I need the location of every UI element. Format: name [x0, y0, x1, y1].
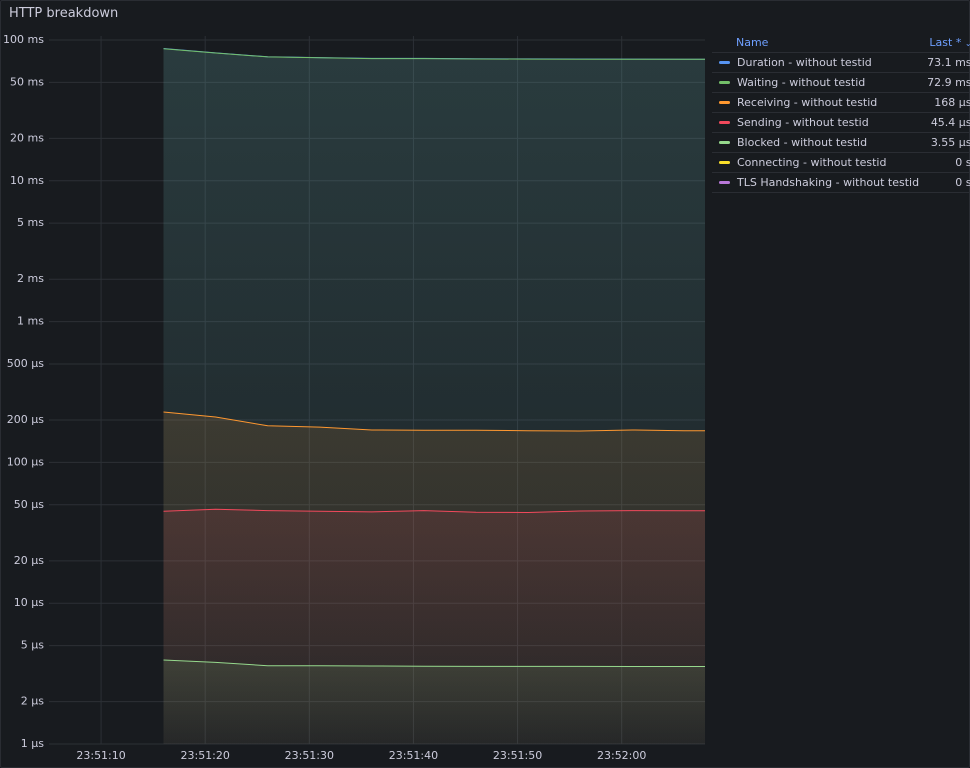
legend-last: 168 µs [923, 92, 970, 113]
y-tick-label: 2 µs [21, 695, 44, 708]
y-tick-label: 100 ms [3, 33, 44, 46]
y-tick-label: 200 µs [7, 413, 44, 426]
legend-swatch [719, 140, 730, 144]
legend-row[interactable]: Connecting - without testid 0 s [712, 152, 970, 173]
legend-swatch [719, 160, 730, 164]
legend-last: 72.9 ms [923, 72, 970, 93]
legend-name-cell: Connecting - without testid [712, 152, 924, 173]
x-tick-label: 23:51:50 [493, 749, 542, 762]
legend-last: 45.4 µs [923, 112, 970, 133]
legend-name[interactable]: TLS Handshaking - without testid [737, 176, 920, 189]
x-tick-label: 23:51:40 [389, 749, 438, 762]
legend-name[interactable]: Connecting - without testid [737, 156, 887, 169]
legend-swatch [719, 100, 730, 104]
legend-name-cell: Blocked - without testid [712, 132, 924, 153]
y-tick-label: 10 µs [14, 596, 44, 609]
legend-name[interactable]: Blocked - without testid [737, 136, 868, 149]
legend-header-last[interactable]: Last * [929, 36, 962, 49]
y-tick-label: 1 ms [17, 315, 44, 328]
legend-header-name[interactable]: Name [736, 36, 769, 49]
y-tick-label: 50 µs [14, 498, 44, 511]
legend-row[interactable]: Duration - without testid 73.1 ms [712, 52, 970, 73]
legend-row[interactable]: TLS Handshaking - without testid 0 s [712, 172, 970, 193]
legend-name-cell: TLS Handshaking - without testid [712, 172, 924, 193]
y-tick-label: 2 ms [17, 272, 44, 285]
y-tick-label: 500 µs [7, 357, 44, 370]
legend-last: 3.55 µs [923, 132, 970, 153]
chart: 100 ms 50 ms 20 ms 10 ms 5 ms 2 ms 1 ms 500 µs 2… [3, 33, 705, 762]
legend-name[interactable]: Receiving - without testid [737, 96, 878, 109]
series-line [163, 508, 705, 514]
series-area [163, 660, 705, 744]
legend-name[interactable]: Sending - without testid [737, 116, 869, 129]
legend-name-cell: Receiving - without testid [712, 92, 924, 113]
legend-swatch [719, 180, 730, 184]
y-tick-label: 1 µs [21, 737, 44, 750]
legend-last: 0 s [923, 172, 970, 193]
legend-row[interactable]: Sending - without testid 45.4 µs [712, 112, 970, 133]
x-tick-label: 23:52:00 [597, 749, 646, 762]
legend-swatch [719, 80, 730, 84]
legend-name-cell: Waiting - without testid [712, 72, 924, 93]
legend-last: 0 s [923, 152, 970, 173]
legend-name-cell: Duration - without testid [712, 52, 924, 73]
legend-name[interactable]: Waiting - without testid [737, 76, 866, 89]
legend-name-cell: Sending - without testid [712, 112, 924, 133]
y-tick-label: 5 ms [17, 216, 44, 229]
y-tick-label: 20 ms [10, 131, 44, 144]
y-tick-label: 50 ms [10, 75, 44, 88]
legend-name[interactable]: Duration - without testid [737, 56, 872, 69]
x-tick-label: 23:51:10 [76, 749, 125, 762]
series-line [163, 659, 705, 667]
legend-row[interactable]: Receiving - without testid 168 µs [712, 92, 970, 113]
legend-swatch [719, 60, 730, 64]
legend-header[interactable]: Last * ⌄ [923, 33, 970, 53]
x-tick-label: 23:51:30 [285, 749, 334, 762]
x-tick-label: 23:51:20 [180, 749, 229, 762]
legend-row[interactable]: Blocked - without testid 3.55 µs [712, 132, 970, 153]
legend-swatch [719, 120, 730, 124]
y-tick-label: 10 ms [10, 174, 44, 187]
legend-row[interactable]: Waiting - without testid 72.9 ms [712, 72, 970, 93]
series-line [163, 411, 705, 432]
y-tick-label: 20 µs [14, 554, 44, 567]
y-tick-label: 5 µs [21, 639, 44, 652]
y-tick-label: 100 µs [7, 455, 44, 468]
series-line [163, 48, 705, 60]
legend-header[interactable]: Name [712, 33, 924, 53]
panel-title: HTTP breakdown [9, 6, 119, 21]
legend: Name Last * ⌄ Duration - without testid 7… [712, 33, 970, 193]
legend-last: 73.1 ms [923, 52, 970, 73]
